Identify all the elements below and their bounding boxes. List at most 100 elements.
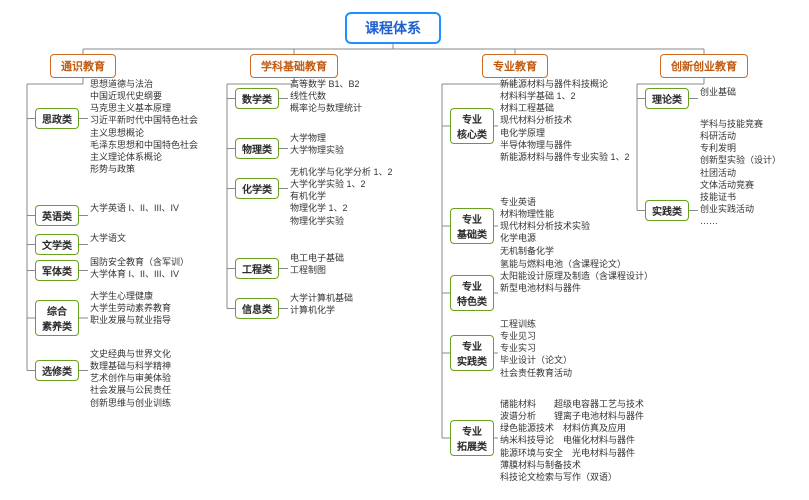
course-item: 大学物理实验 [290,144,344,156]
course-item: 绿色能源技术 材料仿真及应用 [500,422,644,434]
course-item: 职业发展与就业指导 [90,314,171,326]
category-node: 文学类 [35,234,79,255]
course-item: 物理化学 1、2 [290,202,393,214]
category-node: 工程类 [235,258,279,279]
category-items: 大学物理大学物理实验 [290,132,344,156]
course-item: 创新思维与创业训练 [90,397,171,409]
course-item: 新能源材料与器件科技概论 [500,78,630,90]
course-item: 新能源材料与器件专业实验 1、2 [500,151,630,163]
category-node: 专业核心类 [450,108,494,144]
column-node: 创新创业教育 [660,54,748,78]
category-items: 无机化学与化学分析 1、2大学化学实验 1、2有机化学物理化学 1、2物理化学实… [290,166,393,227]
course-item: 薄膜材料与制备技术 [500,459,644,471]
category-items: 思想道德与法治中国近现代史纲要马克思主义基本原理习近平新时代中国特色社会主义思想… [90,78,198,175]
course-item: 高等数学 B1、B2 [290,78,362,90]
course-item: 材料工程基础 [500,102,630,114]
course-item: 大学生劳动素养教育 [90,302,171,314]
course-item: 中国近现代史纲要 [90,90,198,102]
course-item: 氢能与燃料电池（含课程论文） [500,258,653,270]
course-item: 思想道德与法治 [90,78,198,90]
course-item: 毛泽东思想和中国特色社会 [90,139,198,151]
course-item: 大学语文 [90,232,126,244]
course-item: 主义思想概论 [90,127,198,139]
category-node: 化学类 [235,178,279,199]
course-item: 有机化学 [290,190,393,202]
course-item: 无机化学与化学分析 1、2 [290,166,393,178]
category-items: 学科与技能竞赛科研活动专利发明创新型实验（设计）社团活动文体活动竞赛技能证书创业… [700,118,781,227]
course-item: 主义理论体系概论 [90,151,198,163]
course-item: 国防安全教育（含军训） [90,256,189,268]
category-node: 理论类 [645,88,689,109]
course-item: 创业实践活动 [700,203,781,215]
course-item: 学科与技能竞赛 [700,118,781,130]
course-item: 大学计算机基础 [290,292,353,304]
course-item: 专业实习 [500,342,572,354]
course-item: 科技论文检索与写作（双语） [500,471,644,483]
course-item: 概率论与数理统计 [290,102,362,114]
course-item: 物理化学实验 [290,215,393,227]
course-item: 材料科学基础 1、2 [500,90,630,102]
course-item: 大学英语 I、II、III、IV [90,202,179,214]
course-item: 社会发展与公民责任 [90,384,171,396]
category-items: 大学生心理健康大学生劳动素养教育职业发展与就业指导 [90,290,171,326]
course-item: 习近平新时代中国特色社会 [90,114,198,126]
category-node: 专业特色类 [450,275,494,311]
category-node: 信息类 [235,298,279,319]
category-node: 专业拓展类 [450,420,494,456]
course-item: 计算机化学 [290,304,353,316]
course-item: 材料物理性能 [500,208,590,220]
category-items: 国防安全教育（含军训）大学体育 I、II、III、IV [90,256,189,280]
course-item: 专业英语 [500,196,590,208]
column-node: 专业教育 [482,54,548,78]
course-item: 波谱分析 锂离子电池材料与器件 [500,410,644,422]
course-item: 现代材料分析技术 [500,114,630,126]
course-item: 数理基础与科学精神 [90,360,171,372]
category-node: 物理类 [235,138,279,159]
course-item: 专业见习 [500,330,572,342]
course-item: 纳米科技导论 电催化材料与器件 [500,434,644,446]
course-item: 创业基础 [700,86,736,98]
course-item: 技能证书 [700,191,781,203]
category-items: 工程训练专业见习专业实习毕业设计（论文）社会责任教育活动 [500,318,572,379]
course-item: 工程训练 [500,318,572,330]
category-node: 数学类 [235,88,279,109]
course-item: 大学体育 I、II、III、IV [90,268,189,280]
category-items: 大学英语 I、II、III、IV [90,202,179,214]
category-items: 大学语文 [90,232,126,244]
course-item: 科研活动 [700,130,781,142]
course-item: 电化学原理 [500,127,630,139]
root-node: 课程体系 [345,12,441,44]
category-items: 专业英语材料物理性能现代材料分析技术实验化学电源无机制备化学 [500,196,590,257]
category-items: 创业基础 [700,86,736,98]
category-items: 氢能与燃料电池（含课程论文）太阳能设计原理及制造（含课程设计）新型电池材料与器件 [500,258,653,294]
course-item: 化学电源 [500,232,590,244]
category-node: 军体类 [35,260,79,281]
course-item: 新型电池材料与器件 [500,282,653,294]
category-items: 新能源材料与器件科技概论材料科学基础 1、2材料工程基础现代材料分析技术电化学原… [500,78,630,163]
category-node: 综合素养类 [35,300,79,336]
column-node: 学科基础教育 [250,54,338,78]
course-item: 艺术创作与审美体验 [90,372,171,384]
category-items: 储能材料 超级电容器工艺与技术波谱分析 锂离子电池材料与器件绿色能源技术 材料仿… [500,398,644,483]
course-item: 现代材料分析技术实验 [500,220,590,232]
course-item: 工程制图 [290,264,344,276]
category-items: 高等数学 B1、B2线性代数概率论与数理统计 [290,78,362,114]
category-node: 实践类 [645,200,689,221]
category-items: 大学计算机基础计算机化学 [290,292,353,316]
category-node: 思政类 [35,108,79,129]
category-items: 电工电子基础工程制图 [290,252,344,276]
course-item: 文史经典与世界文化 [90,348,171,360]
course-item: 文体活动竞赛 [700,179,781,191]
course-item: 创新型实验（设计） [700,154,781,166]
course-item: 马克思主义基本原理 [90,102,198,114]
course-item: 社团活动 [700,167,781,179]
course-item: 线性代数 [290,90,362,102]
category-node: 英语类 [35,205,79,226]
course-item: 大学物理 [290,132,344,144]
course-item: 能源环境与安全 光电材料与器件 [500,447,644,459]
course-item: 专利发明 [700,142,781,154]
course-item: 电工电子基础 [290,252,344,264]
category-node: 选修类 [35,360,79,381]
course-item: 大学生心理健康 [90,290,171,302]
course-item: 大学化学实验 1、2 [290,178,393,190]
